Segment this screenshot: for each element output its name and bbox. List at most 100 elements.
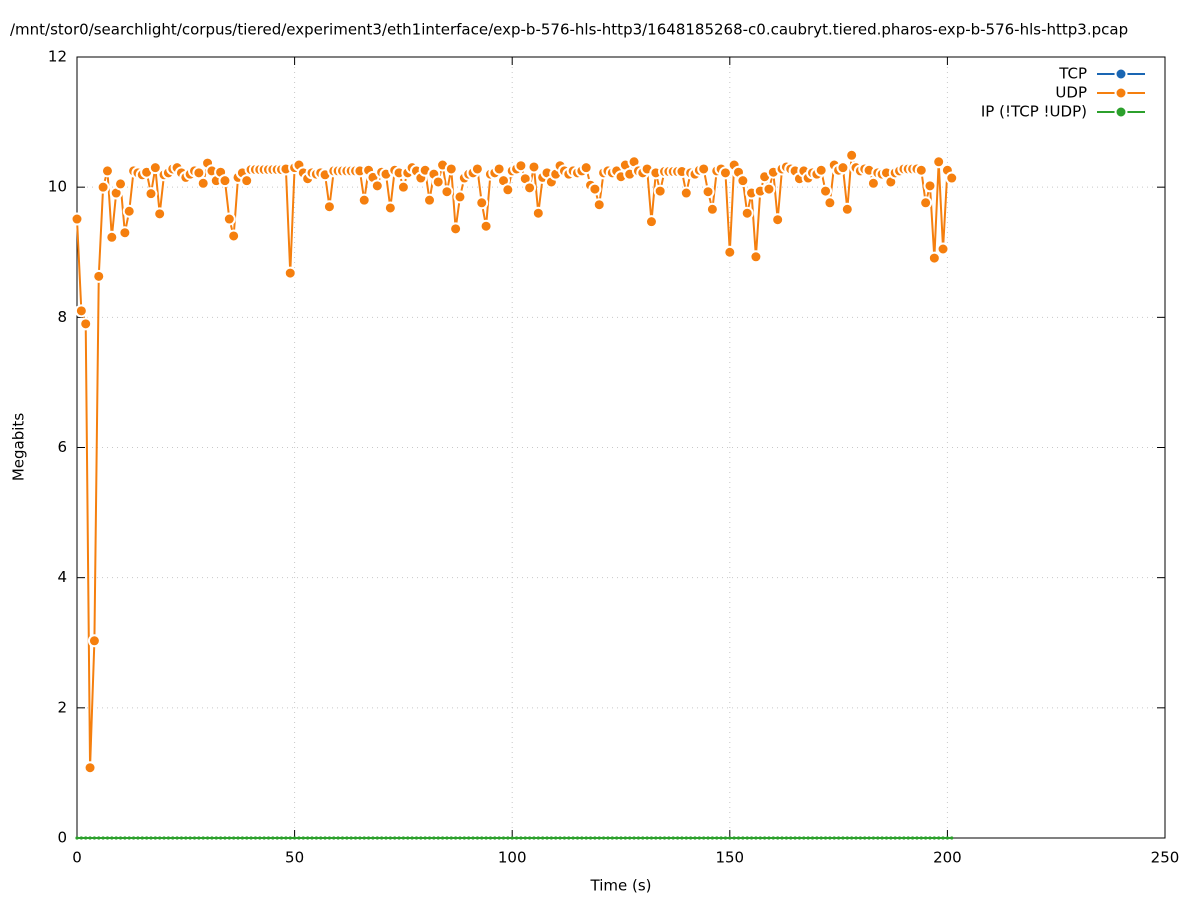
data-point [175,836,179,840]
data-point [754,836,758,840]
data-point [554,836,558,840]
data-point [832,836,836,840]
data-point [370,179,384,193]
data-point [240,836,244,840]
data-point [523,836,527,840]
data-point [536,836,540,840]
data-point [823,836,828,840]
data-point [74,304,88,318]
data-point [705,202,719,216]
x-tick-label: 50 [285,849,304,867]
data-point [723,245,737,259]
data-point [345,836,349,840]
data-point [105,836,110,840]
data-point [728,836,732,840]
data-point [910,836,915,840]
legend-label: IP (!TCP !UDP) [981,103,1087,121]
data-point [87,634,101,648]
data-point [797,836,802,840]
data-point [632,836,636,840]
data-point [188,836,192,840]
x-tick-label: 200 [933,849,962,867]
data-point [562,836,567,840]
data-point [715,836,719,840]
data-point [484,836,488,840]
data-point [449,836,453,840]
data-point [866,176,880,190]
data-point [467,836,471,840]
data-point [880,836,884,840]
data-point [823,196,837,210]
data-point [162,836,166,840]
data-point [131,836,136,840]
data-point [122,204,136,218]
data-point [148,161,162,175]
data-point [136,836,140,840]
data-point [319,836,323,840]
data-point [545,836,549,840]
data-point [884,836,889,840]
data-point [114,177,128,191]
data-point [876,836,880,840]
data-point [680,836,684,840]
data-point [793,836,797,840]
x-axis-label: Time (s) [590,877,652,895]
data-point [453,190,467,204]
data-point [410,836,414,840]
data-point [828,836,832,840]
data-point [919,196,933,210]
data-point [697,162,711,176]
data-point [889,836,893,840]
data-point [171,836,175,840]
data-point [149,836,153,840]
data-point [275,836,279,840]
data-point [510,836,514,840]
legend-marker [1114,86,1128,100]
data-point [653,184,667,198]
data-point [288,836,292,840]
data-point [332,836,336,840]
data-point [153,836,157,840]
data-point [383,201,397,215]
data-point [501,836,506,840]
data-point [118,226,132,240]
data-point [914,163,928,177]
data-point [436,836,440,840]
data-point [558,836,562,840]
data-point [679,186,693,200]
data-point [784,836,788,840]
data-point [419,836,423,840]
data-point [662,836,667,840]
data-point [658,836,662,840]
data-point [541,836,545,840]
data-point [675,836,680,840]
data-point [245,836,249,840]
data-point [470,162,484,176]
data-point [928,836,932,840]
data-point [97,836,101,840]
data-point [297,836,301,840]
legend-label: TCP [1058,65,1087,83]
data-point [767,836,771,840]
data-point [88,836,92,840]
data-point [96,180,110,194]
data-point [279,836,284,840]
data-point [549,836,553,840]
data-point [444,162,458,176]
data-point [414,836,419,840]
data-point [192,166,206,180]
data-point [723,836,728,840]
data-point [249,836,253,840]
data-point [323,836,327,840]
data-point [362,836,366,840]
legend-label: UDP [1055,84,1087,102]
data-point [492,162,506,176]
data-point [432,836,436,840]
data-point [701,185,715,199]
data-point [837,836,841,840]
data-point [937,836,941,840]
data-point [776,836,780,840]
data-point [253,836,258,840]
data-point [258,836,262,840]
